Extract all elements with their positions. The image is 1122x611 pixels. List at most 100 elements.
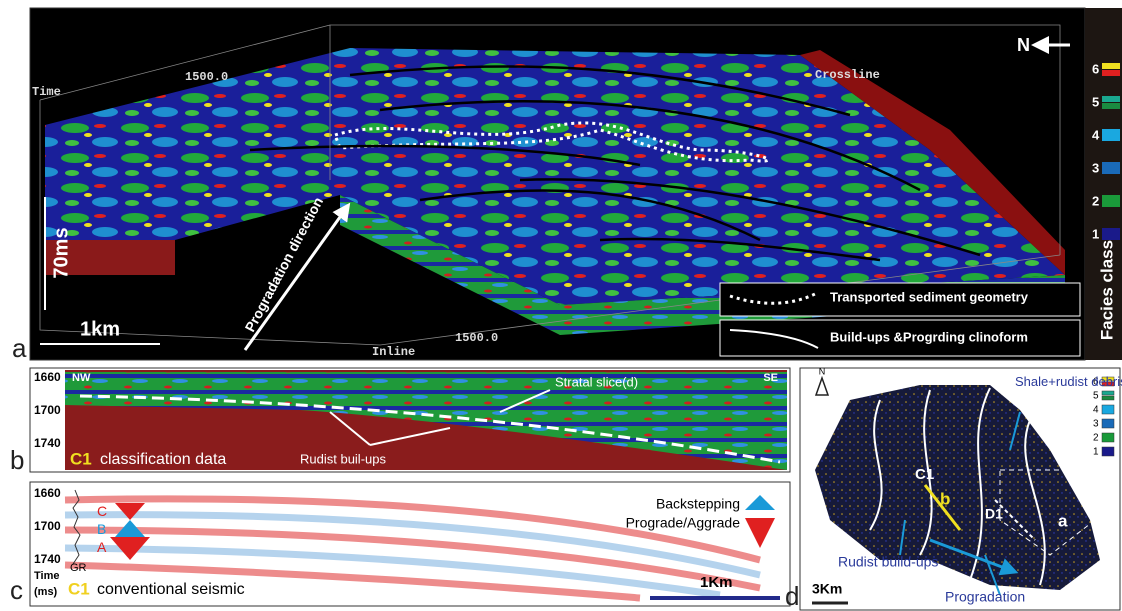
depth-label: 1740: [34, 552, 61, 566]
seismic-wiggles: [64, 495, 761, 602]
facies-swatch: [1102, 103, 1120, 109]
class-swatch: [1101, 376, 1115, 382]
reflector: [64, 511, 761, 579]
reflector: [64, 526, 761, 592]
class-label: 5: [1093, 391, 1099, 402]
nw: NW: [72, 372, 91, 384]
clinoform: [599, 237, 881, 262]
class-label: 1: [1093, 447, 1099, 458]
progradation-arrow: [243, 202, 351, 351]
facies-swatch: [1102, 96, 1120, 102]
class-swatch: [1101, 432, 1115, 443]
caption: classification data: [100, 451, 226, 468]
gr-log: [72, 489, 81, 565]
class-swatch: [1101, 404, 1115, 415]
legend-triangle: [745, 518, 775, 548]
legend-box: [719, 282, 1081, 317]
prograde-triangle: [110, 537, 150, 560]
facies-legend: 6 5 4 3 2 1: [1092, 61, 1120, 241]
inline: Inline: [372, 345, 415, 359]
line-a: [994, 499, 1036, 541]
facies-title: Facies class: [1097, 240, 1116, 340]
north: N: [819, 366, 826, 376]
time-label: Time: [34, 570, 59, 582]
buildups-label: Rudist build-ups: [838, 554, 938, 570]
buildups-label: Rudist buil-ups: [300, 451, 386, 466]
line-b: [923, 484, 962, 531]
boundary: [1024, 419, 1046, 586]
depth-label: 1740: [34, 436, 61, 450]
legend-label: Build-ups &Progrding clinoform: [830, 329, 1028, 344]
north-arrow: [814, 375, 830, 396]
legend-label: Backstepping: [656, 496, 740, 512]
debris: Shale+rudist debris: [1015, 374, 1122, 389]
crossline: Crossline: [815, 68, 880, 82]
boundary: [919, 389, 933, 556]
depth-label: 1660: [34, 370, 61, 384]
legend-box: [719, 319, 1081, 357]
class-swatch: [1101, 390, 1115, 396]
class-label: 2: [1093, 433, 1099, 444]
legend-label: Transported sediment geometry: [830, 289, 1029, 304]
north-label: N: [1017, 35, 1030, 55]
facies-swatch: [1102, 63, 1120, 69]
class-swatch: [1101, 395, 1115, 401]
facies-class: 2: [1092, 193, 1099, 208]
cycle-label: A: [97, 539, 107, 555]
clinoform: [379, 100, 921, 192]
depth-label: 1660: [34, 486, 61, 500]
depths: 1660 1700 1740: [34, 486, 61, 566]
facies-class: 3: [1092, 160, 1099, 175]
dashed-outline: [999, 469, 1096, 556]
facies-class: 1: [1092, 226, 1099, 241]
legend-dotted: [729, 292, 816, 305]
pointer: [499, 389, 551, 413]
time-axis: Time: [32, 85, 61, 99]
well: C1: [68, 579, 90, 598]
legend-label: Prograde/Aggrade: [626, 515, 741, 531]
class-label: 3: [1093, 419, 1099, 430]
transported-geometry: [333, 121, 770, 163]
inline-value: 1500.0: [455, 331, 498, 345]
class-swatch: [1101, 446, 1115, 457]
class-label: 4: [1093, 405, 1099, 416]
facies-swatch: [1102, 129, 1120, 141]
legend-triangle: [745, 495, 775, 510]
debris-label: Shale+rudist debris: [1015, 374, 1122, 389]
facies-swatch: [1102, 70, 1120, 76]
class-swatch: [1101, 381, 1115, 387]
panel-label: a: [12, 333, 27, 363]
line-a-label: a: [1058, 511, 1068, 530]
vertical-scale: 70ms: [50, 227, 72, 278]
clinoform: [419, 189, 761, 242]
gr: GR: [70, 562, 87, 574]
pointer: [329, 411, 451, 446]
seismic-face: [45, 240, 175, 275]
class-swatch: [1101, 418, 1115, 429]
backstep-triangle: [115, 520, 145, 537]
pointer: [899, 519, 906, 556]
crossline-value: 1500.0: [185, 70, 228, 84]
well: C1: [70, 449, 92, 468]
class-label: 6: [1093, 377, 1099, 388]
time-unit: (ms): [34, 586, 58, 598]
facies-swatch: [1102, 162, 1120, 174]
facies-class: 5: [1092, 94, 1099, 109]
scale: 1Km: [700, 574, 733, 591]
facies-map: [815, 385, 1100, 590]
facies-swatch: [1102, 228, 1120, 240]
classification-band: [65, 372, 787, 470]
depth-label: 1700: [34, 519, 61, 533]
depth-label: 1700: [34, 403, 61, 417]
cycle-label: C: [97, 503, 107, 519]
reflector: [64, 544, 721, 599]
pointer: [984, 554, 1001, 596]
seismic-rim: [800, 50, 1065, 275]
facies-class: 4: [1092, 127, 1100, 142]
prograde-triangle: [115, 503, 145, 520]
boundary: [969, 387, 991, 581]
legend-line: [729, 329, 819, 349]
panel-label: c: [10, 575, 23, 605]
